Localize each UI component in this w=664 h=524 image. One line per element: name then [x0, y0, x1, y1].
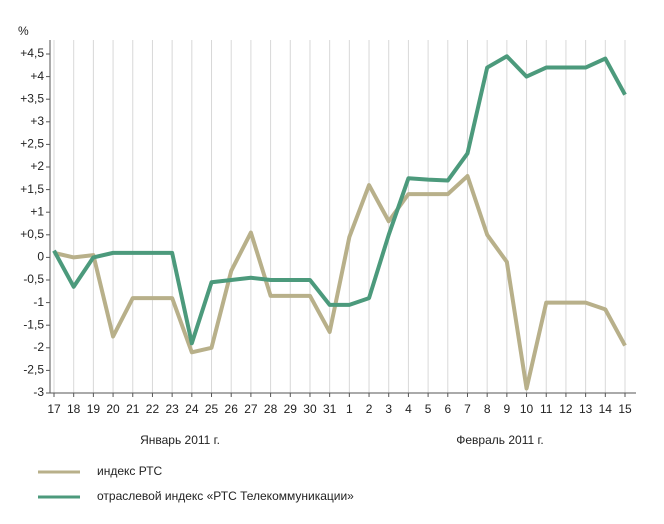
x-tick-label: 18: [67, 402, 81, 416]
y-tick-label: +0,5: [20, 227, 44, 241]
x-tick-label: 31: [323, 402, 337, 416]
series-line: [52, 54, 627, 346]
x-tick-label: 8: [484, 402, 491, 416]
x-tick-label: 29: [284, 402, 298, 416]
x-tick-label: 19: [87, 402, 101, 416]
x-tick-label: 30: [303, 402, 317, 416]
x-tick-label: 14: [599, 402, 613, 416]
x-tick-label: 12: [559, 402, 573, 416]
y-tick-label: +4: [30, 69, 44, 83]
x-tick-label: 21: [126, 402, 140, 416]
y-tick-label: -0,5: [23, 272, 44, 286]
x-tick-label: 26: [225, 402, 239, 416]
x-tick-label: 7: [464, 402, 471, 416]
x-tick-label: 27: [244, 402, 258, 416]
y-tick-label: +4,5: [20, 46, 44, 60]
x-tick-label: 2: [366, 402, 373, 416]
y-tick-label: +3: [30, 114, 44, 128]
x-tick-label: 28: [264, 402, 278, 416]
x-tick-label: 22: [146, 402, 160, 416]
y-tick-label: +3,5: [20, 91, 44, 105]
x-tick-label: 13: [579, 402, 593, 416]
x-tick-label: 4: [405, 402, 412, 416]
x-tick-label: 24: [185, 402, 199, 416]
y-tick-label: 0: [37, 250, 44, 264]
y-tick-label: -2,5: [23, 363, 44, 377]
x-tick-label: 23: [165, 402, 179, 416]
x-tick-label: 11: [540, 402, 553, 416]
y-tick-label: -2: [33, 340, 44, 354]
x-tick-label: 9: [504, 402, 511, 416]
y-tick-label: -1: [33, 295, 44, 309]
x-tick-label: 6: [444, 402, 451, 416]
month-label: Январь 2011 г.: [140, 433, 220, 447]
x-tick-label: 15: [618, 402, 632, 416]
series-line: [53, 174, 627, 391]
y-tick-label: +1,5: [20, 182, 44, 196]
x-tick-label: 17: [47, 402, 61, 416]
x-tick-label: 10: [520, 402, 534, 416]
y-tick-label: +1: [30, 204, 44, 218]
y-tick-label: -1,5: [23, 317, 44, 331]
y-tick-label: +2,5: [20, 137, 44, 151]
x-tick-label: 3: [385, 402, 392, 416]
legend-label: индекс РТС: [97, 464, 163, 478]
y-tick-label: -3: [33, 385, 44, 399]
x-tick-label: 20: [106, 402, 120, 416]
y-unit: %: [18, 24, 29, 38]
y-tick-label: +2: [30, 159, 44, 173]
x-tick-label: 5: [425, 402, 432, 416]
x-tick-label: 25: [205, 402, 219, 416]
month-label: Февраль 2011 г.: [456, 433, 544, 447]
x-tick-label: 1: [346, 402, 353, 416]
legend-label: отраслевой индекс «РТС Телекоммуникации»: [97, 489, 354, 503]
